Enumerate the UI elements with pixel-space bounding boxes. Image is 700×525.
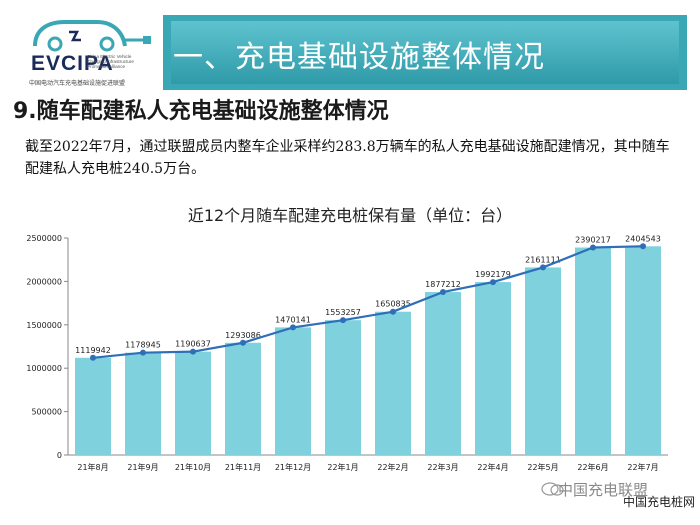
logo-chinese-name: 中国电动汽车充电基础设施促进联盟 (29, 80, 126, 87)
bar (325, 320, 361, 455)
data-label: 1178945 (125, 341, 161, 350)
series-point (190, 348, 196, 355)
bar (475, 282, 511, 455)
bar (425, 292, 461, 455)
data-label: 1992179 (475, 270, 511, 279)
data-label: 2404543 (625, 234, 661, 243)
x-tick-label: 21年8月 (77, 462, 108, 472)
bar (125, 352, 161, 455)
bar (575, 247, 611, 455)
series-point (590, 244, 596, 251)
series-point (290, 324, 296, 331)
x-tick-label: 22年5月 (527, 462, 558, 472)
x-tick-label: 22年7月 (627, 462, 658, 472)
bar (175, 351, 211, 455)
data-label: 1650835 (375, 300, 411, 309)
x-tick-label: 21年12月 (275, 462, 311, 472)
data-label: 1190637 (175, 340, 211, 349)
bar (625, 246, 661, 455)
data-label: 2161111 (525, 255, 561, 264)
section-paragraph: 截至2022年7月，通过联盟成员内整车企业采样约283.8万辆车的私人充电基础设… (25, 139, 670, 177)
bar (75, 357, 111, 455)
x-tick-label: 21年10月 (175, 462, 211, 472)
logo-subtitle: China Electric Vehicle Charging Infrastr… (87, 54, 134, 69)
y-tick-label: 500000 (31, 408, 62, 417)
series-point (90, 354, 96, 361)
y-tick-label: 1500000 (26, 321, 62, 330)
series-line (92, 245, 644, 359)
y-tick-label: 2500000 (26, 234, 62, 243)
watermark-alliance: 中国充电联盟 (557, 481, 648, 499)
data-label: 1553257 (325, 308, 361, 317)
wechat-icon (541, 482, 564, 496)
series-point (390, 308, 396, 315)
watermark-site: 中国充电桩网 (622, 495, 695, 509)
series-point (340, 317, 346, 324)
page-title: 一、充电基础设施整体情况 (173, 40, 545, 75)
data-label: 1877212 (425, 280, 461, 289)
chart-title: 近12个月随车配建充电桩保有量（单位：台） (187, 206, 513, 225)
series-point (240, 339, 246, 346)
bar (275, 327, 311, 455)
data-label: 1293086 (225, 331, 261, 340)
data-label: 1470141 (275, 315, 311, 324)
x-tick-label: 22年4月 (477, 462, 508, 472)
title-band: 一、充电基础设施整体情况 (163, 15, 687, 90)
logo-text: EVCIPA (31, 52, 114, 75)
series-point (540, 264, 546, 271)
y-tick-label: 2000000 (26, 277, 62, 286)
x-tick-label: 22年3月 (427, 462, 458, 472)
series-point (440, 289, 446, 296)
bar (525, 267, 561, 455)
y-tick-label: 0 (57, 451, 62, 460)
bar-line-chart: 0 500000 1000000 1500000 2000000 2500000 11199… (26, 234, 668, 472)
x-tick-label: 21年11月 (225, 462, 261, 472)
x-tick-label: 22年2月 (377, 462, 408, 472)
bar (225, 342, 261, 455)
x-tick-label: 22年6月 (577, 462, 608, 472)
series-point (490, 279, 496, 286)
car-plug-icon (33, 20, 151, 52)
series-point (140, 349, 146, 356)
x-tick-label: 21年9月 (127, 462, 158, 472)
series-point (640, 243, 646, 250)
section-subtitle: 9.随车配建私人充电基础设施整体情况 (13, 99, 389, 124)
x-tick-label: 22年1月 (327, 462, 358, 472)
data-label: 1119942 (75, 346, 111, 355)
data-label: 2390217 (575, 236, 611, 245)
y-tick-label: 1000000 (26, 364, 62, 373)
header: EVCIPA China Electric Vehicle Charging I… (0, 0, 700, 95)
evcipa-logo: EVCIPA China Electric Vehicle Charging I… (25, 12, 160, 90)
bar (375, 311, 411, 455)
